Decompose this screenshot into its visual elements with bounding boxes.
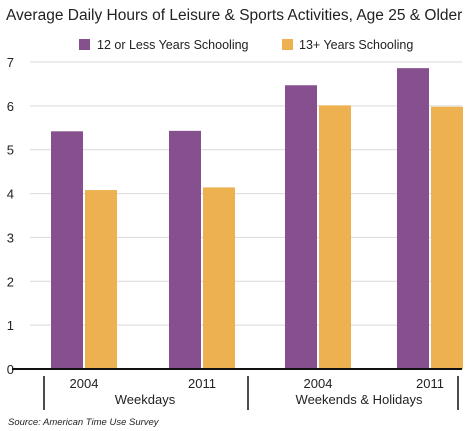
- legend-label-2: 13+ Years Schooling: [299, 38, 413, 52]
- group-label: Weekdays: [115, 392, 176, 407]
- bar-series1-3: [397, 68, 429, 369]
- x-tick-label: 2004: [70, 376, 99, 391]
- y-tick-label: 5: [7, 143, 14, 158]
- x-tick-label: 2011: [188, 376, 216, 391]
- y-tick-label: 1: [7, 318, 14, 333]
- x-tick-label: 2011: [416, 376, 444, 391]
- source-note: Source: American Time Use Survey: [8, 417, 160, 428]
- bar-series2-0: [85, 190, 117, 369]
- y-tick-label: 4: [7, 187, 14, 202]
- y-tick-label: 3: [7, 230, 14, 245]
- bar-series2-3: [431, 106, 463, 369]
- bar-series2-2: [319, 105, 351, 369]
- bar-series1-0: [51, 131, 83, 369]
- y-tick-label: 2: [7, 274, 14, 289]
- bar-series1-1: [169, 130, 201, 369]
- x-tick-label: 2004: [304, 376, 333, 391]
- legend-swatch-2: [282, 39, 293, 50]
- y-tick-label: 0: [7, 362, 14, 377]
- bar-series1-2: [285, 85, 317, 369]
- y-tick-label: 6: [7, 99, 14, 114]
- legend-label-1: 12 or Less Years Schooling: [97, 38, 249, 52]
- chart-title: Average Daily Hours of Leisure & Sports …: [6, 7, 462, 24]
- y-tick-label: 7: [7, 55, 14, 70]
- bar-series2-1: [203, 187, 235, 369]
- legend-swatch-1: [79, 39, 90, 50]
- group-label: Weekends & Holidays: [296, 392, 423, 407]
